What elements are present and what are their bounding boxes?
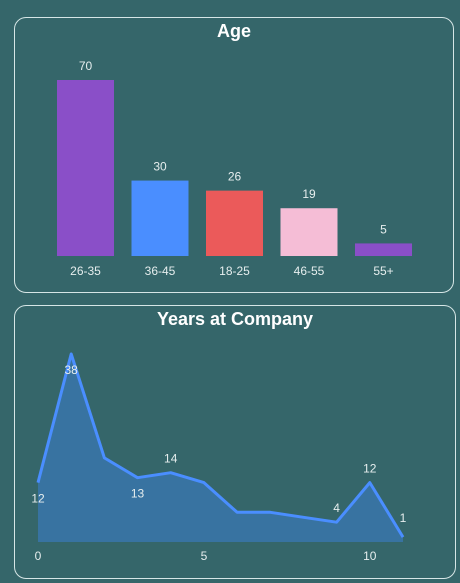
years-chart-title: Years at Company bbox=[156, 309, 314, 329]
point-value-label: 38 bbox=[65, 363, 79, 377]
age-chart-title: Age bbox=[216, 21, 251, 41]
point-value-label: 13 bbox=[131, 487, 145, 501]
point-value-label: 14 bbox=[164, 452, 178, 466]
x-tick-label: 0 bbox=[35, 549, 42, 563]
bar-18-25 bbox=[206, 190, 263, 256]
x-tick-label: 36-45 bbox=[145, 264, 176, 278]
point-value-label: 4 bbox=[333, 501, 340, 515]
bar-value-label: 30 bbox=[153, 160, 167, 174]
years-chart-card: Years at Company 12 38 13 14 4 12 1 0 5 10 bbox=[14, 305, 456, 579]
x-tick-label: 26-35 bbox=[70, 264, 101, 278]
bar-value-label: 5 bbox=[380, 222, 387, 236]
bar-26-35 bbox=[57, 80, 114, 256]
bar-55+ bbox=[355, 243, 412, 256]
area-line bbox=[36, 352, 405, 538]
point-value-label: 1 bbox=[400, 511, 407, 525]
age-chart-card: Age 70 26-35 30 36-45 26 18-25 19 46-55 5 55+ bbox=[14, 17, 454, 293]
x-tick-label: 10 bbox=[363, 549, 377, 563]
x-tick-label: 5 bbox=[201, 549, 208, 563]
area-fill bbox=[38, 354, 403, 542]
bar-value-label: 19 bbox=[302, 187, 316, 201]
point-value-label: 12 bbox=[363, 462, 377, 476]
bar-46-55 bbox=[280, 208, 338, 256]
x-tick-label: 55+ bbox=[373, 264, 393, 278]
x-tick-label: 18-25 bbox=[219, 264, 250, 278]
point-value-label: 12 bbox=[31, 492, 45, 506]
x-tick-label: 46-55 bbox=[294, 264, 325, 278]
bar-value-label: 26 bbox=[228, 170, 242, 184]
age-bar-chart: 70 26-35 30 36-45 26 18-25 19 46-55 5 55+ bbox=[57, 59, 412, 278]
bar-36-45 bbox=[131, 180, 189, 256]
bar-value-label: 70 bbox=[79, 59, 93, 73]
